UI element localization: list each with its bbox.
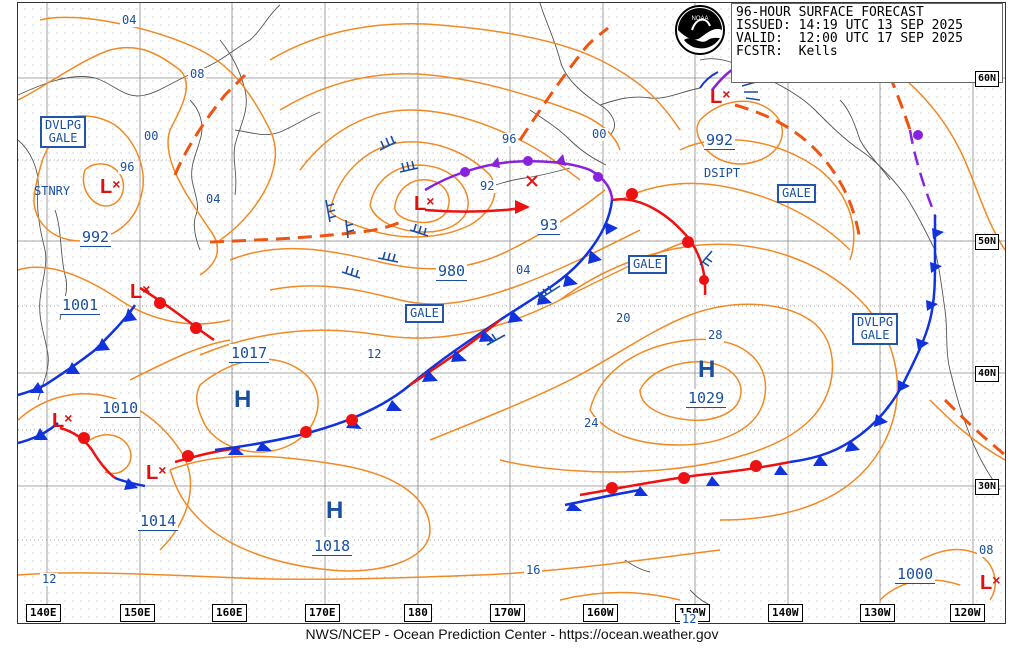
lat-label: 40N xyxy=(975,366,1000,382)
gale-warning: GALE xyxy=(628,255,667,274)
isobar-label: 16 xyxy=(524,563,543,577)
lon-label: 120W xyxy=(950,604,985,622)
forecaster-name: FCSTR: Kells xyxy=(736,44,838,59)
isobar-label: 04 xyxy=(204,192,223,206)
low-pressure-value: 1010 xyxy=(100,399,141,418)
high-pressure-symbol: H xyxy=(698,356,716,383)
isobar-label: 04 xyxy=(514,263,533,277)
lon-label: 140E xyxy=(26,604,61,622)
lon-label: 130W xyxy=(860,604,895,622)
low-pressure-value: 992 xyxy=(704,131,736,150)
lon-label: 180 xyxy=(404,604,432,622)
isobar-label: 00 xyxy=(142,129,161,143)
isobar-label: 24 xyxy=(582,416,601,430)
lon-label: 140W xyxy=(768,604,803,622)
low-pressure-symbol: L× xyxy=(52,410,73,432)
lon-label: 160W xyxy=(583,604,618,622)
warm-fronts xyxy=(59,188,791,497)
high-pressure-value: 1017 xyxy=(229,344,270,363)
footer-credit: NWS/NCEP - Ocean Prediction Center - htt… xyxy=(305,626,719,642)
isobar-label: 08 xyxy=(188,67,207,81)
isobar-label: 28 xyxy=(706,328,725,342)
low-pressure-symbol: L× xyxy=(130,281,151,303)
low-center-x-icon: × xyxy=(112,176,121,192)
low-pressure-value: 93 xyxy=(538,216,561,235)
low-pressure-symbol: L× xyxy=(710,86,731,108)
low-center-x-icon: × xyxy=(64,410,73,426)
valid-time: VALID: 12:00 UTC 17 SEP 2025 xyxy=(736,31,963,46)
gale-warning: GALE xyxy=(777,184,816,203)
graticule xyxy=(18,3,1005,620)
low-pressure-value: 992 xyxy=(80,228,112,247)
high-pressure-symbol: H xyxy=(326,497,344,524)
forecast-info-box: 96-HOUR SURFACE FORECAST ISSUED: 14:19 U… xyxy=(731,3,1003,83)
map-frame xyxy=(17,2,1006,624)
chart-title: 96-HOUR SURFACE FORECAST xyxy=(736,5,924,20)
isobar-label: 12 xyxy=(365,347,384,361)
gale-warning: GALE xyxy=(405,304,444,323)
noaa-logo-icon: NOAA xyxy=(675,5,725,55)
isobar-label: 04 xyxy=(120,13,139,27)
low-center-x-icon: × xyxy=(158,462,167,478)
isobar-label: 12 xyxy=(40,572,59,586)
developing-gale-warning: DVLPG GALE xyxy=(40,116,87,148)
low-pressure-value: 980 xyxy=(436,262,468,281)
svg-text:NOAA: NOAA xyxy=(691,16,708,22)
lat-label: 30N xyxy=(975,479,1000,495)
isobar-label: 12 xyxy=(680,612,699,626)
wind-barbs xyxy=(325,69,761,346)
low-pressure-value: 1000 xyxy=(895,565,936,584)
dissipating-note: DSIPT xyxy=(704,166,741,180)
low-center-x-icon: × xyxy=(992,572,1001,588)
lat-label: 60N xyxy=(975,71,1000,87)
occluded-fronts xyxy=(424,66,937,216)
lon-label: 170E xyxy=(305,604,340,622)
isobar-label: 00 xyxy=(590,127,609,141)
low-pressure-value: 1001 xyxy=(60,296,101,315)
developing-gale-warning: DVLPG GALE xyxy=(852,313,899,345)
isobar-label: 96 xyxy=(500,132,519,146)
high-pressure-value: 1029 xyxy=(686,389,727,408)
low-pressure-symbol: L× xyxy=(980,572,1001,594)
low-pressure-symbol: L× xyxy=(100,176,121,198)
lon-label: 160E xyxy=(212,604,247,622)
high-pressure-value: 1018 xyxy=(312,537,353,556)
low-center-x-icon: × xyxy=(722,86,731,102)
lon-label: 150E xyxy=(120,604,155,622)
lat-label: 50N xyxy=(975,234,1000,250)
isobar-label: 92 xyxy=(478,179,497,193)
cold-fronts xyxy=(17,71,944,511)
low-center-x-icon: × xyxy=(142,281,151,297)
isobar-label: 96 xyxy=(118,160,137,174)
isobar-label: 08 xyxy=(977,543,996,557)
low-center-x-icon: × xyxy=(426,193,435,209)
low-pressure-symbol: L× xyxy=(414,193,435,215)
lon-label: 170W xyxy=(490,604,525,622)
low-position-markers xyxy=(526,175,538,187)
high-pressure-symbol: H xyxy=(234,386,252,413)
issued-time: ISSUED: 14:19 UTC 13 SEP 2025 xyxy=(736,18,963,33)
low-pressure-value: 1014 xyxy=(138,512,179,531)
low-pressure-symbol: L× xyxy=(146,462,167,484)
stationary-note: STNRY xyxy=(34,184,71,198)
isobar-label: 20 xyxy=(614,311,633,325)
troughs xyxy=(173,26,1006,457)
